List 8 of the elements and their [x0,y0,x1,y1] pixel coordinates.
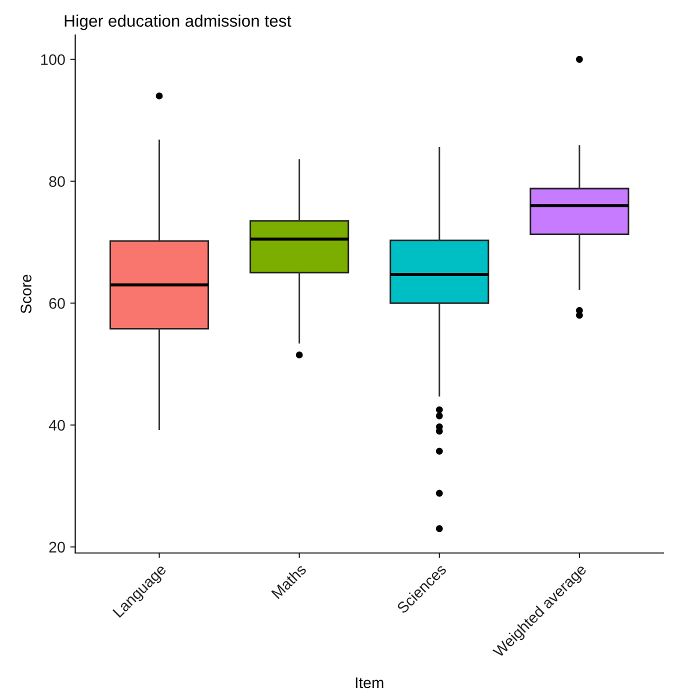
y-tick-label: 40 [48,420,65,431]
y-tick-label: 60 [49,298,65,309]
y-tick-label: 20 [49,542,65,553]
chart-title: Higer education admission test [64,14,292,30]
y-tick-label: 100 [41,54,65,66]
y-axis-title: Score [20,274,32,314]
x-axis-title: Item [356,678,384,688]
y-tick-label: 80 [49,176,65,187]
